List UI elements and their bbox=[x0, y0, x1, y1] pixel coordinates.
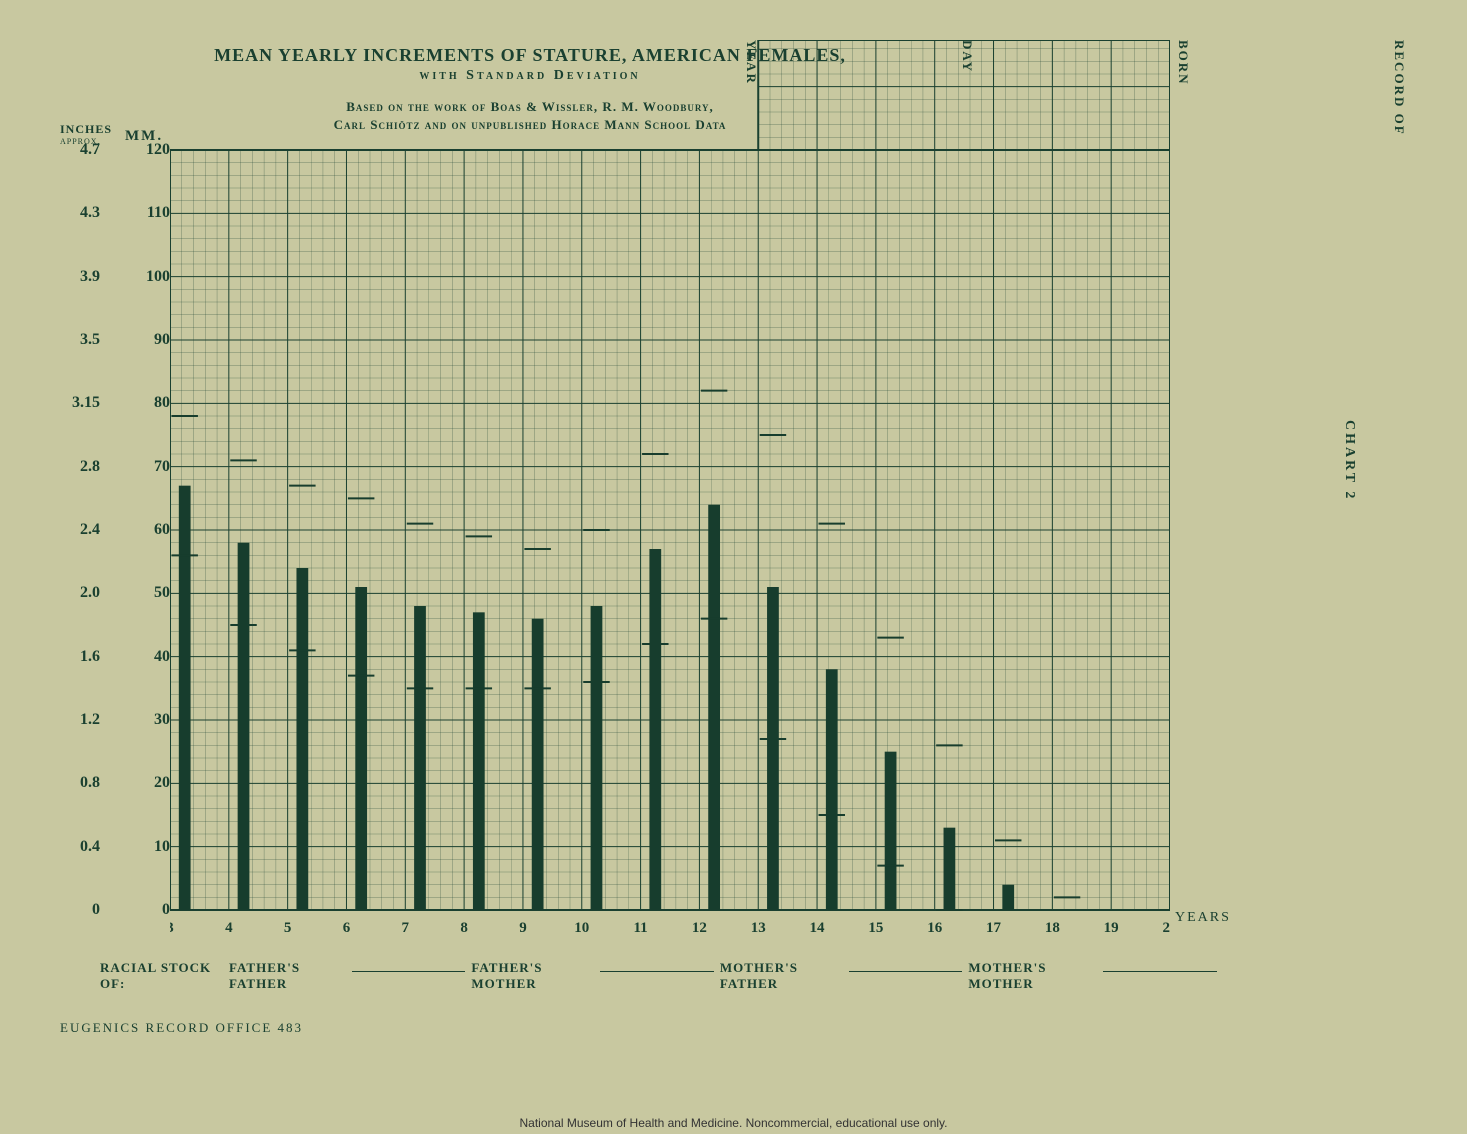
svg-text:8: 8 bbox=[460, 920, 468, 936]
svg-text:5: 5 bbox=[284, 920, 292, 936]
svg-text:10: 10 bbox=[574, 920, 589, 936]
y-tick: 1.230 bbox=[60, 711, 170, 729]
mf-label: MOTHER'S FATHER bbox=[720, 960, 843, 992]
mm-label: MOTHER'S MOTHER bbox=[968, 960, 1097, 992]
svg-text:15: 15 bbox=[868, 920, 883, 936]
racial-stock-line: RACIAL STOCK OF: FATHER'S FATHER FATHER'… bbox=[100, 960, 1217, 992]
svg-text:14: 14 bbox=[810, 920, 826, 936]
mm-blank bbox=[1103, 961, 1217, 972]
racial-stock-lead: RACIAL STOCK OF: bbox=[100, 960, 223, 992]
fm-label: FATHER'S MOTHER bbox=[471, 960, 594, 992]
side-day: DAY bbox=[959, 40, 975, 1090]
y-tick: 3.590 bbox=[60, 331, 170, 349]
y-tick: 2.460 bbox=[60, 521, 170, 539]
svg-text:16: 16 bbox=[927, 920, 943, 936]
side-record-of: RECORD OF bbox=[1391, 40, 1407, 1090]
y-axis-labels: INCHES APPROX. MM. 000.4100.8201.2301.64… bbox=[60, 150, 170, 910]
chart: 34567891011121314151617181920 bbox=[170, 40, 1170, 950]
side-year: YEAR bbox=[743, 40, 759, 1090]
svg-text:17: 17 bbox=[986, 920, 1002, 936]
svg-text:7: 7 bbox=[402, 920, 410, 936]
mf-blank bbox=[849, 961, 963, 972]
svg-text:11: 11 bbox=[633, 920, 647, 936]
side-born: BORN bbox=[1175, 40, 1191, 1090]
y-tick: 1.640 bbox=[60, 648, 170, 666]
footer: EUGENICS RECORD OFFICE 483 bbox=[60, 1020, 303, 1036]
svg-text:3: 3 bbox=[170, 920, 174, 936]
y-tick: 0.410 bbox=[60, 838, 170, 856]
fm-blank bbox=[600, 961, 714, 972]
svg-text:12: 12 bbox=[692, 920, 707, 936]
y-tick: 4.3110 bbox=[60, 204, 170, 222]
svg-text:4: 4 bbox=[225, 920, 233, 936]
y-tick: 3.9100 bbox=[60, 268, 170, 286]
page: MEAN YEARLY INCREMENTS OF STATURE, AMERI… bbox=[20, 20, 1447, 1114]
chart-number: CHART 2 bbox=[1341, 420, 1357, 501]
ff-label: FATHER'S FATHER bbox=[229, 960, 346, 992]
y-tick: 0.820 bbox=[60, 774, 170, 792]
y-tick: 2.870 bbox=[60, 458, 170, 476]
ff-blank bbox=[352, 961, 466, 972]
side-labels: RECORD OF BORN DAY YEAR bbox=[1383, 40, 1407, 1090]
y-tick: 3.1580 bbox=[60, 394, 170, 412]
y-tick: 2.050 bbox=[60, 584, 170, 602]
y-tick: 4.7120 bbox=[60, 141, 170, 159]
svg-text:20: 20 bbox=[1163, 920, 1171, 936]
svg-text:19: 19 bbox=[1104, 920, 1119, 936]
svg-text:9: 9 bbox=[519, 920, 527, 936]
y-header-inches-text: INCHES bbox=[60, 122, 112, 136]
svg-text:6: 6 bbox=[343, 920, 351, 936]
caption: National Museum of Health and Medicine. … bbox=[0, 1116, 1467, 1130]
chart-svg: 34567891011121314151617181920 bbox=[170, 40, 1170, 950]
svg-text:18: 18 bbox=[1045, 920, 1060, 936]
y-tick: 00 bbox=[60, 901, 170, 919]
